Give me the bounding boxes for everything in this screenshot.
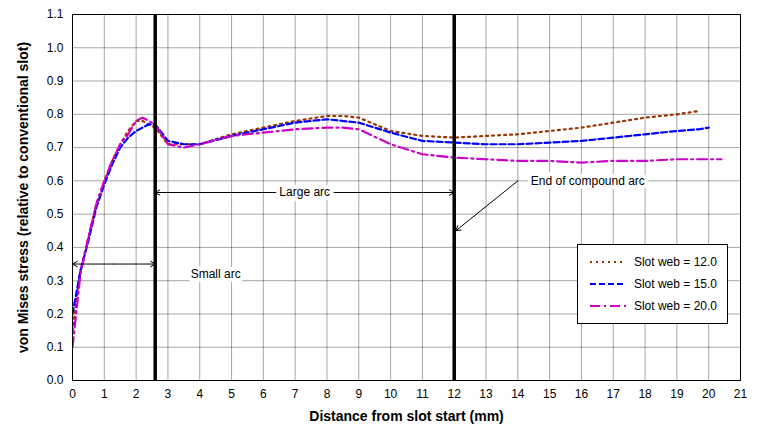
html-text:Slot web = 15.0: Slot web = 15.0 [633, 277, 717, 291]
svg-text:Distance from slot start (mm): Distance from slot start (mm) [309, 408, 503, 424]
svg-text:0.6: 0.6 [47, 174, 64, 188]
svg-text:Large arc: Large arc [279, 185, 330, 199]
svg-text:0.3: 0.3 [47, 274, 64, 288]
svg-text:4: 4 [196, 387, 203, 401]
svg-text:7: 7 [292, 387, 299, 401]
svg-text:0.7: 0.7 [47, 140, 64, 154]
svg-text:1.0: 1.0 [47, 41, 64, 55]
svg-text:16: 16 [575, 387, 589, 401]
svg-text:9: 9 [355, 387, 362, 401]
svg-text:1.1: 1.1 [47, 7, 64, 21]
svg-text:End of compound arc: End of compound arc [531, 174, 645, 188]
html-text:Slot web = 20.0: Slot web = 20.0 [633, 299, 717, 313]
svg-text:17: 17 [607, 387, 621, 401]
svg-text:11: 11 [416, 387, 429, 401]
html-text:Slot web = 12.0: Slot web = 12.0 [633, 255, 717, 269]
svg-text:0.2: 0.2 [47, 307, 64, 321]
svg-text:12: 12 [448, 387, 462, 401]
svg-text:von Mises stress (relative to: von Mises stress (relative to convention… [15, 42, 31, 353]
svg-text:Small arc: Small arc [191, 267, 241, 281]
svg-text:2: 2 [133, 387, 140, 401]
svg-text:0.5: 0.5 [47, 207, 64, 221]
svg-text:0.4: 0.4 [47, 240, 64, 254]
svg-text:1: 1 [101, 387, 108, 401]
svg-text:14: 14 [511, 387, 525, 401]
svg-text:5: 5 [228, 387, 235, 401]
svg-text:8: 8 [324, 387, 331, 401]
svg-text:21: 21 [734, 387, 748, 401]
svg-text:3: 3 [165, 387, 172, 401]
svg-text:0: 0 [69, 387, 76, 401]
svg-text:0.8: 0.8 [47, 107, 64, 121]
svg-text:19: 19 [670, 387, 684, 401]
svg-text:18: 18 [638, 387, 652, 401]
svg-text:13: 13 [479, 387, 493, 401]
svg-text:0.1: 0.1 [47, 340, 64, 354]
svg-text:10: 10 [384, 387, 398, 401]
svg-text:15: 15 [543, 387, 557, 401]
svg-text:6: 6 [260, 387, 267, 401]
svg-text:0.9: 0.9 [47, 74, 64, 88]
svg-text:20: 20 [702, 387, 716, 401]
svg-text:0.0: 0.0 [47, 373, 64, 387]
